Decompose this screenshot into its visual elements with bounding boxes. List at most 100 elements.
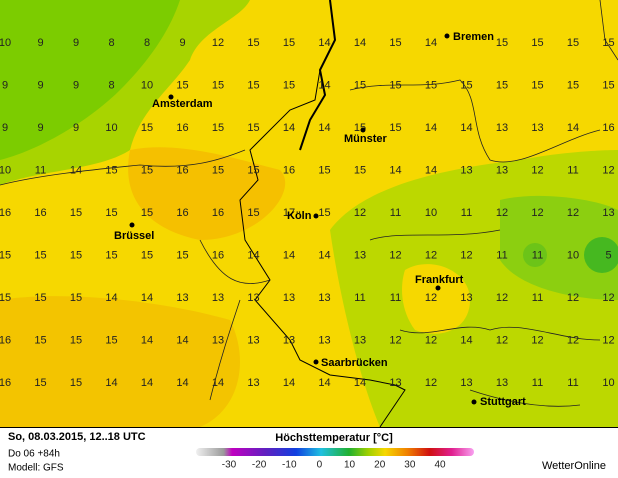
grid-value: 8 (108, 37, 114, 49)
grid-value: 12 (389, 334, 401, 346)
grid-value: 13 (389, 377, 401, 389)
city-label: Köln (287, 210, 312, 222)
grid-value: 9 (37, 37, 43, 49)
grid-value: 14 (425, 164, 437, 176)
city-label: Brüssel (114, 230, 154, 242)
grid-value: 15 (34, 249, 46, 261)
grid-value: 12 (602, 292, 614, 304)
map-background (0, 0, 618, 427)
grid-value: 15 (141, 207, 153, 219)
grid-value: 14 (460, 122, 472, 134)
run-label: Do 06 +84h (8, 449, 60, 460)
grid-value: 15 (247, 122, 259, 134)
grid-value: 15 (354, 164, 366, 176)
grid-value: 16 (212, 249, 224, 261)
colorbar-tick-label: 20 (374, 460, 386, 471)
grid-value: 15 (496, 37, 508, 49)
grid-value: 13 (496, 122, 508, 134)
grid-value: 11 (390, 207, 401, 219)
grid-value: 11 (461, 207, 472, 219)
grid-value: 8 (144, 37, 150, 49)
grid-value: 15 (70, 207, 82, 219)
city-label: Amsterdam (152, 98, 213, 110)
grid-value: 15 (318, 207, 330, 219)
grid-value: 11 (567, 377, 578, 389)
grid-value: 9 (37, 79, 43, 91)
grid-value: 15 (176, 79, 188, 91)
grid-value: 15 (105, 164, 117, 176)
colorbar (196, 448, 474, 456)
grid-value: 9 (2, 122, 8, 134)
grid-value: 12 (531, 164, 543, 176)
grid-value: 13 (496, 164, 508, 176)
grid-value: 13 (176, 292, 188, 304)
grid-value: 13 (247, 377, 259, 389)
grid-value: 15 (389, 37, 401, 49)
grid-value: 13 (602, 207, 614, 219)
grid-value: 8 (108, 79, 114, 91)
grid-value: 14 (283, 249, 295, 261)
grid-value: 16 (176, 207, 188, 219)
model-label: Modell: GFS (8, 463, 64, 474)
grid-value: 15 (425, 79, 437, 91)
grid-value: 12 (567, 207, 579, 219)
grid-value: 13 (318, 292, 330, 304)
grid-value: 13 (354, 249, 366, 261)
grid-value: 12 (496, 292, 508, 304)
grid-value: 10 (567, 249, 579, 261)
grid-value: 15 (247, 37, 259, 49)
city-label: Münster (344, 133, 388, 145)
grid-value: 14 (354, 37, 366, 49)
city-label: Bremen (453, 31, 494, 43)
grid-value: 15 (460, 79, 472, 91)
colorbar-tick-label: -20 (252, 460, 267, 471)
grid-value: 15 (247, 164, 259, 176)
grid-value: 15 (602, 79, 614, 91)
grid-value: 12 (602, 164, 614, 176)
grid-value: 15 (212, 122, 224, 134)
grid-value: 12 (531, 207, 543, 219)
grid-value: 10 (0, 37, 11, 49)
grid-value: 13 (212, 334, 224, 346)
city-label: Saarbrücken (321, 357, 388, 369)
grid-value: 15 (531, 79, 543, 91)
colorbar-ticks: -30 -20 -10 0 10 20 30 40 (222, 460, 446, 471)
grid-value: 16 (176, 164, 188, 176)
grid-value: 10 (602, 377, 614, 389)
grid-value: 16 (0, 207, 11, 219)
grid-value: 15 (34, 292, 46, 304)
grid-value: 9 (2, 79, 8, 91)
grid-value: 14 (460, 334, 472, 346)
grid-value: 14 (283, 122, 295, 134)
city-label: Frankfurt (415, 274, 464, 286)
grid-value: 12 (567, 334, 579, 346)
value-grid: 10 9 9 8 8 9 12 15 15 14 14 15 14 15 15 15 15 9 9 9 8 10 15 15 1… (0, 37, 615, 389)
grid-value: 12 (425, 249, 437, 261)
grid-value: 11 (35, 164, 46, 176)
grid-value: 12 (425, 334, 437, 346)
grid-value: 11 (532, 377, 543, 389)
colorbar-tick-label: 0 (317, 460, 323, 471)
grid-value: 15 (0, 292, 11, 304)
grid-value: 14 (567, 122, 579, 134)
grid-value: 10 (105, 122, 117, 134)
grid-value: 14 (176, 334, 188, 346)
grid-value: 12 (425, 292, 437, 304)
date-label: So, 08.03.2015, 12..18 UTC (8, 431, 146, 443)
grid-value: 12 (531, 334, 543, 346)
grid-value: 13 (318, 334, 330, 346)
grid-value: 11 (532, 292, 543, 304)
grid-value: 11 (567, 164, 578, 176)
borders (0, 0, 618, 428)
colorbar-tick-label: 10 (344, 460, 356, 471)
grid-value: 10 (141, 79, 153, 91)
grid-value: 13 (496, 377, 508, 389)
grid-value: 9 (73, 79, 79, 91)
grid-value: 14 (176, 377, 188, 389)
grid-value: 14 (389, 164, 401, 176)
grid-value: 12 (496, 207, 508, 219)
grid-value: 16 (602, 122, 614, 134)
grid-value: 11 (390, 292, 401, 304)
grid-value: 15 (70, 292, 82, 304)
grid-value: 13 (531, 122, 543, 134)
